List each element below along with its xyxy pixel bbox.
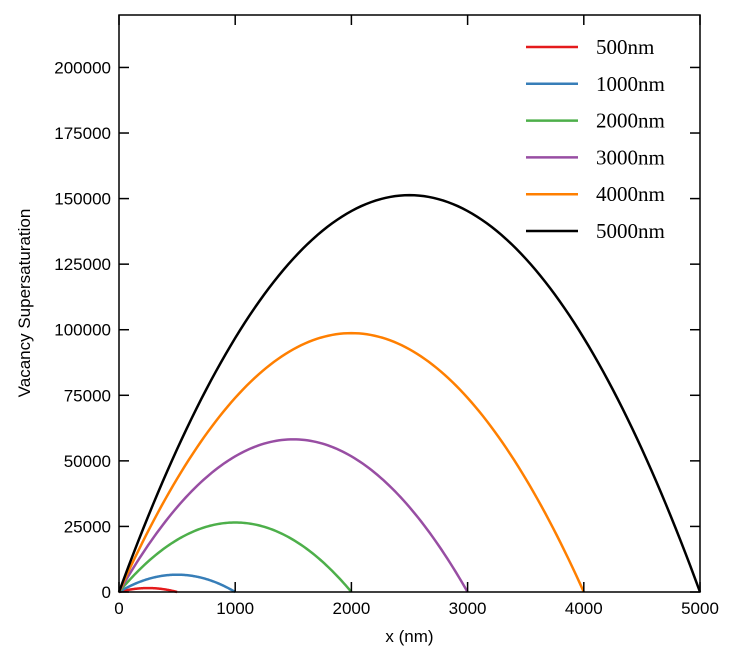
axis-ticks: [118, 15, 701, 593]
series-lines: [117, 193, 702, 594]
x-axis-label: x (nm): [385, 627, 433, 646]
legend-item: 500nm: [526, 35, 654, 59]
legend: 500nm 1000nm 2000nm 3000nm 4000nm 5000nm: [526, 35, 665, 243]
y-tick-label: 25000: [64, 517, 111, 536]
x-tick-label: 3000: [449, 599, 487, 618]
series-line-2000nm: [118, 521, 353, 593]
series-line-500nm: [118, 586, 178, 594]
series-line-5000nm: [117, 193, 702, 593]
y-tick-label: 0: [102, 583, 111, 602]
x-tick-label: 5000: [681, 599, 719, 618]
x-tick-label: 0: [114, 599, 123, 618]
y-tick-labels: 0 25000 50000 75000 100000 125000 150000 175000…: [54, 58, 111, 602]
series-line-1000nm: [118, 573, 236, 594]
series-line-4000nm: [117, 331, 585, 593]
y-tick-label: 125000: [54, 255, 111, 274]
legend-label: 4000nm: [596, 182, 665, 206]
y-tick-label: 200000: [54, 58, 111, 77]
y-tick-label: 75000: [64, 386, 111, 405]
legend-label: 5000nm: [596, 219, 665, 243]
y-tick-label: 150000: [54, 190, 111, 209]
legend-label: 3000nm: [596, 145, 665, 169]
legend-item: 2000nm: [526, 109, 665, 133]
legend-item: 1000nm: [526, 72, 665, 96]
x-tick-label: 1000: [216, 599, 254, 618]
legend-item: 3000nm: [526, 145, 665, 169]
legend-item: 4000nm: [526, 182, 665, 206]
legend-label: 2000nm: [596, 109, 665, 133]
y-tick-label: 100000: [54, 321, 111, 340]
y-tick-label: 50000: [64, 452, 111, 471]
legend-label: 500nm: [596, 35, 654, 59]
x-tick-labels: 0 1000 2000 3000 4000 5000: [114, 599, 719, 618]
x-tick-label: 2000: [332, 599, 370, 618]
series-line-3000nm: [117, 438, 469, 593]
legend-label: 1000nm: [596, 72, 665, 96]
x-tick-label: 4000: [565, 599, 603, 618]
y-tick-label: 175000: [54, 124, 111, 143]
legend-item: 5000nm: [526, 219, 665, 243]
y-axis-label: Vacancy Supersaturation: [15, 209, 34, 398]
plot-frame: [118, 14, 701, 593]
